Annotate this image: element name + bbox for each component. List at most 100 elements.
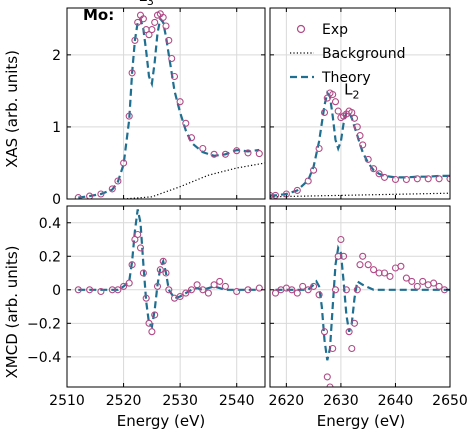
x-tick-label: 2630 bbox=[323, 393, 359, 409]
exp-point bbox=[340, 252, 348, 260]
exp-point bbox=[334, 252, 342, 260]
exp-point bbox=[86, 286, 94, 294]
exp-point bbox=[221, 150, 229, 158]
exp-point bbox=[108, 185, 116, 193]
exp-point bbox=[148, 328, 156, 336]
legend-entry-theory: Theory bbox=[290, 70, 371, 86]
exp-point bbox=[359, 252, 367, 260]
exp-point bbox=[380, 269, 389, 277]
exp-point bbox=[125, 279, 133, 287]
exp-point bbox=[375, 170, 383, 178]
background-line bbox=[270, 192, 450, 198]
panel-frame bbox=[66, 7, 266, 200]
exp-point bbox=[162, 269, 170, 277]
panel-frame bbox=[269, 7, 451, 200]
x-tick-label: 2650 bbox=[432, 393, 468, 409]
panel-frame bbox=[66, 205, 266, 388]
exp-point bbox=[375, 269, 383, 277]
exp-point bbox=[86, 192, 94, 199]
exp-point bbox=[136, 244, 145, 252]
exp-point bbox=[304, 286, 312, 294]
theory-line bbox=[78, 16, 260, 199]
exp-point bbox=[348, 344, 356, 353]
exp-point bbox=[233, 287, 241, 296]
background-line bbox=[123, 162, 265, 199]
exp-point bbox=[402, 274, 410, 282]
exp-point bbox=[168, 54, 176, 63]
exp-point bbox=[176, 98, 184, 106]
exp-point bbox=[435, 282, 443, 290]
exp-point bbox=[370, 165, 378, 173]
exp-point bbox=[391, 175, 400, 184]
exp-point bbox=[165, 36, 173, 44]
exp-point bbox=[131, 36, 139, 44]
legend-marker bbox=[296, 24, 306, 34]
exp-point bbox=[156, 266, 164, 274]
exp-point bbox=[162, 22, 170, 30]
exp-point bbox=[159, 13, 167, 21]
exp-point bbox=[255, 150, 263, 158]
exp-point bbox=[153, 282, 162, 290]
exp-point bbox=[114, 177, 122, 185]
exp-point bbox=[310, 282, 318, 290]
exp-point bbox=[435, 175, 443, 183]
panels-layer: 0 1 2 L3 L2 −0.4 −0.2 0 0.2 0.4 2510 2520 2530 2540 26… bbox=[27, 0, 468, 409]
y-tick-label: 0 bbox=[52, 192, 61, 208]
exp-point bbox=[342, 286, 350, 294]
exp-point bbox=[120, 159, 128, 167]
exp-point bbox=[125, 112, 133, 120]
exp-point bbox=[320, 328, 329, 336]
x-tick-label: 2540 bbox=[219, 393, 255, 409]
exp-point bbox=[128, 261, 136, 269]
legend-label: Exp bbox=[322, 22, 348, 38]
exp-point bbox=[424, 175, 432, 183]
legend: Exp Background Theory bbox=[290, 22, 406, 86]
exp-point bbox=[315, 144, 323, 153]
exp-point bbox=[430, 279, 438, 287]
exp-point bbox=[151, 18, 159, 26]
exp-point bbox=[97, 190, 105, 198]
exp-point bbox=[310, 166, 318, 174]
exp-point bbox=[151, 311, 159, 319]
plot-area-xmcd_l3 bbox=[74, 209, 263, 336]
y-tick-label: 0 bbox=[52, 283, 61, 299]
exp-point bbox=[255, 284, 263, 292]
exp-point bbox=[74, 194, 82, 199]
exp-point bbox=[97, 287, 105, 296]
exp-point bbox=[413, 175, 421, 183]
exp-point bbox=[326, 383, 334, 387]
x-axis-label-left: Energy (eV) bbox=[117, 412, 205, 430]
xas-y-axis-label: XAS (arb. units) bbox=[3, 50, 21, 168]
exp-point bbox=[329, 90, 337, 99]
exp-point bbox=[139, 15, 147, 23]
exp-point bbox=[288, 286, 296, 294]
panel-xas_l3: 0 1 2 L3 bbox=[52, 0, 266, 208]
exp-point bbox=[216, 277, 224, 285]
theory-line bbox=[78, 209, 260, 330]
exp-point bbox=[182, 289, 190, 297]
exp-point bbox=[128, 69, 136, 77]
exp-point bbox=[159, 257, 167, 265]
legend-entry-background: Background bbox=[290, 46, 406, 62]
exp-point bbox=[210, 150, 218, 158]
exp-point bbox=[293, 289, 301, 297]
exp-point bbox=[359, 141, 367, 149]
x-axis-label-right: Energy (eV) bbox=[317, 412, 405, 430]
exp-point bbox=[271, 191, 280, 199]
exp-point bbox=[329, 344, 337, 353]
panel-xas_l2: L2 bbox=[269, 7, 451, 200]
x-tick-label: 2530 bbox=[162, 393, 198, 409]
exp-point bbox=[353, 286, 361, 294]
exp-point bbox=[356, 132, 364, 140]
y-tick-label: 0.4 bbox=[39, 216, 61, 232]
edge-label: L3 bbox=[139, 0, 154, 8]
legend-entry-exp: Exp bbox=[296, 22, 348, 38]
exp-point bbox=[356, 261, 364, 269]
exp-point bbox=[304, 177, 312, 185]
exp-point bbox=[350, 319, 359, 327]
exp-point bbox=[271, 289, 280, 297]
exp-point bbox=[337, 235, 345, 244]
exp-point bbox=[74, 286, 82, 294]
exp-point bbox=[170, 72, 179, 81]
y-tick-label: −0.2 bbox=[27, 316, 61, 332]
